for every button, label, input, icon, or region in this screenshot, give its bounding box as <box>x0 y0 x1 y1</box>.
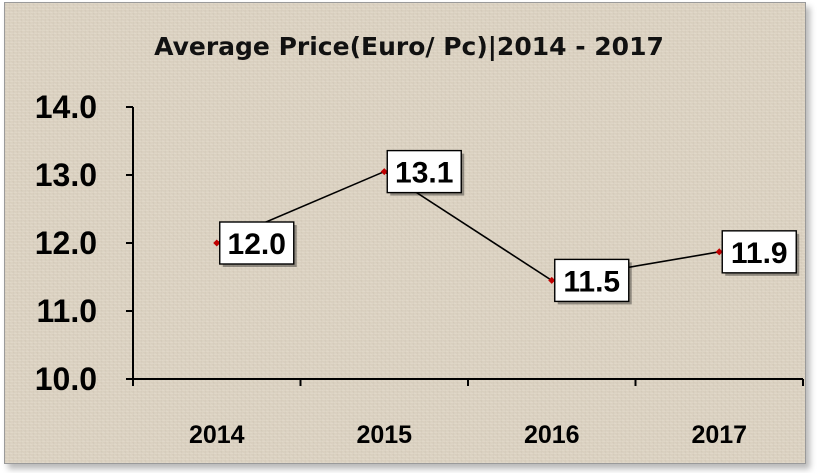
data-label-box <box>554 258 630 303</box>
axes: 10.0 11.0 12.0 13.0 14.0 2014 2015 2016 2017 <box>35 89 804 449</box>
series-line <box>216 170 720 282</box>
x-tick-label: 2015 <box>356 421 412 449</box>
y-tick-label: 13.0 <box>35 157 97 193</box>
data-point <box>380 168 388 176</box>
chart-title: Average Price(Euro/ Pc)|2014 - 2017 <box>154 32 664 61</box>
y-tick-label: 14.0 <box>35 89 97 125</box>
data-label: 13.1 <box>386 149 465 196</box>
data-label-text: 11.5 <box>563 265 620 298</box>
data-label-text: 11.9 <box>731 237 788 270</box>
data-label-box <box>386 149 462 194</box>
data-label-box <box>721 230 797 274</box>
data-point <box>213 239 221 247</box>
data-label-text: 13.1 <box>395 157 453 190</box>
series-layer <box>213 168 723 284</box>
y-tick-label: 10.0 <box>35 361 97 397</box>
data-point <box>715 248 723 256</box>
x-tick-label: 2014 <box>189 421 245 449</box>
x-tick-label: 2017 <box>691 421 747 449</box>
data-label-box <box>219 221 295 265</box>
x-tick-label: 2016 <box>524 421 580 449</box>
data-label-text: 12.0 <box>228 228 286 261</box>
y-tick-label: 12.0 <box>35 225 97 261</box>
data-point <box>548 276 556 284</box>
chart-frame: Average Price(Euro/ Pc)|2014 - 2017 10.0… <box>4 2 806 464</box>
line-chart: Average Price(Euro/ Pc)|2014 - 2017 10.0… <box>35 32 804 449</box>
data-label: 11.9 <box>721 230 800 276</box>
data-labels-layer: 12.0 13.1 11.5 11.9 <box>219 149 800 305</box>
y-tick-label: 11.0 <box>36 293 97 329</box>
data-label: 11.5 <box>554 258 632 305</box>
data-label: 12.0 <box>219 221 297 267</box>
